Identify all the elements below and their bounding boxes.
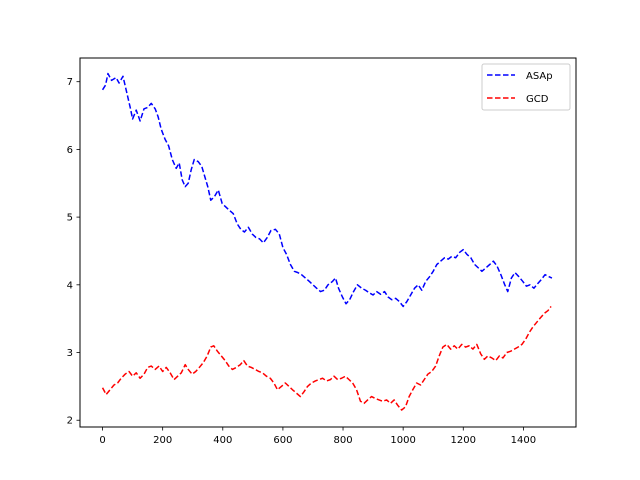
x-tick-label: 400 bbox=[213, 435, 232, 446]
y-tick-label: 7 bbox=[67, 77, 73, 88]
legend: ASAp GCD bbox=[481, 63, 571, 111]
series-line-gcd bbox=[101, 306, 552, 411]
x-tick-label: 200 bbox=[153, 435, 172, 446]
y-axis: 2 3 4 5 6 7 bbox=[67, 77, 80, 427]
series-layer bbox=[101, 72, 553, 411]
y-tick-label: 4 bbox=[67, 280, 73, 291]
plot-frame bbox=[79, 57, 577, 428]
x-tick-label: 600 bbox=[273, 435, 292, 446]
x-axis: 0 200 400 600 800 1000 1200 1400 bbox=[99, 427, 536, 446]
y-tick-label: 5 bbox=[67, 213, 73, 224]
series-line-asap bbox=[101, 72, 553, 308]
x-tick-label: 0 bbox=[99, 435, 105, 446]
x-tick-label: 800 bbox=[333, 435, 352, 446]
y-tick-label: 3 bbox=[67, 348, 73, 359]
x-tick-label: 1000 bbox=[390, 435, 415, 446]
legend-label-gcd: GCD bbox=[526, 94, 549, 105]
y-tick-label: 6 bbox=[67, 145, 73, 156]
y-tick-label: 2 bbox=[67, 416, 73, 427]
plot-area bbox=[80, 58, 576, 427]
x-tick-label: 1400 bbox=[511, 435, 536, 446]
legend-label-asap: ASAp bbox=[526, 71, 553, 82]
x-tick-label: 1200 bbox=[451, 435, 476, 446]
